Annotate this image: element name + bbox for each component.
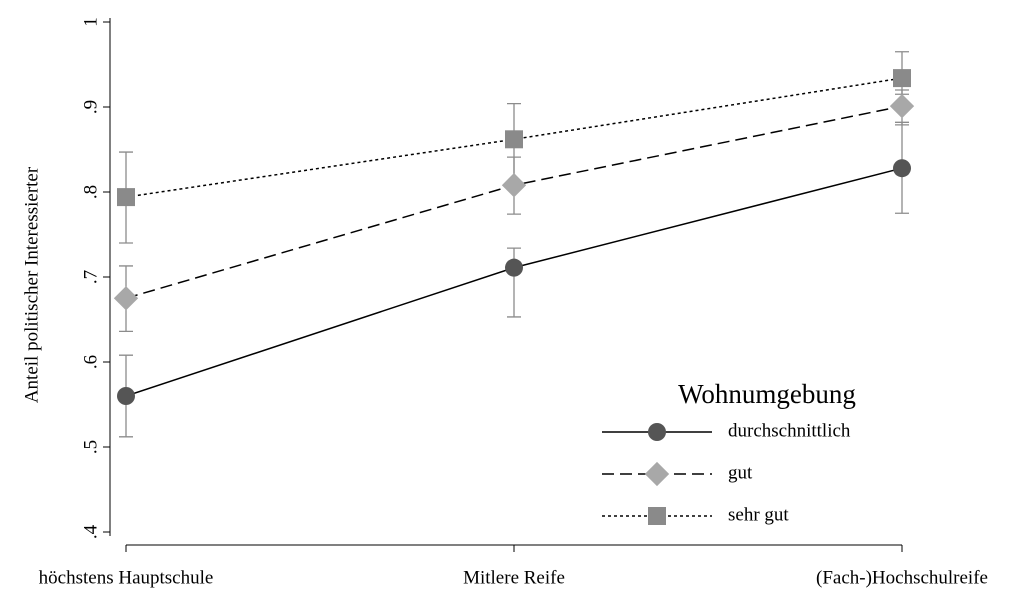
y-tick-label: .4 bbox=[80, 524, 101, 539]
marker bbox=[117, 387, 135, 405]
x-tick-label: (Fach-)Hochschulreife bbox=[816, 567, 988, 588]
marker bbox=[889, 94, 915, 119]
x-tick-label: Mitlere Reife bbox=[463, 567, 565, 588]
marker bbox=[505, 130, 523, 149]
legend-label: gut bbox=[728, 462, 753, 483]
y-tick-label: 1 bbox=[80, 17, 101, 27]
marker bbox=[501, 173, 527, 198]
legend-label: durchschnittlich bbox=[728, 420, 851, 441]
marker bbox=[117, 188, 135, 207]
error-bar bbox=[507, 247, 521, 318]
y-tick-label: .6 bbox=[80, 355, 101, 369]
legend-title: Wohnumgebung bbox=[678, 379, 856, 409]
y-tick-label: .8 bbox=[80, 185, 101, 199]
marker bbox=[893, 159, 911, 178]
marker bbox=[648, 423, 666, 441]
marker bbox=[644, 461, 670, 487]
x-tick-label: höchstens Hauptschule bbox=[39, 567, 214, 588]
marker bbox=[893, 69, 911, 88]
y-tick-label: .7 bbox=[80, 270, 101, 284]
marker bbox=[648, 507, 666, 525]
marker bbox=[505, 258, 523, 277]
y-tick-label: .5 bbox=[80, 440, 101, 454]
marker bbox=[113, 286, 139, 311]
y-axis-label: Anteil politischer Interessierter bbox=[21, 166, 42, 403]
y-tick-label: .9 bbox=[80, 100, 101, 114]
legend-label: sehr gut bbox=[728, 504, 789, 525]
